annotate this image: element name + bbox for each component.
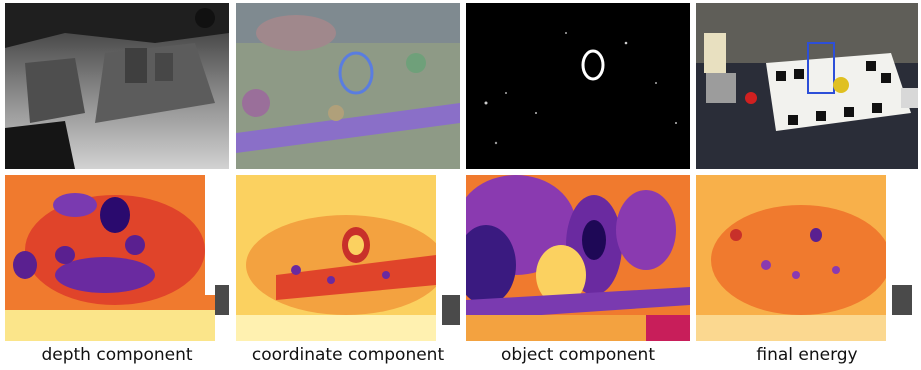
depth-image (5, 3, 229, 169)
depth-energy-map (5, 175, 229, 341)
object-image (466, 3, 690, 169)
caption-coordinate-component: coordinate component (251, 345, 445, 365)
final-energy-map (696, 175, 918, 341)
coordinate-image (236, 3, 460, 169)
coordinate-energy-map (236, 175, 460, 341)
object-energy-map (466, 175, 690, 341)
caption-depth-component: depth component (41, 345, 193, 365)
scene-photo (696, 3, 918, 169)
caption-final-energy: final energy (756, 345, 858, 365)
caption-object-component: object component (501, 345, 655, 365)
